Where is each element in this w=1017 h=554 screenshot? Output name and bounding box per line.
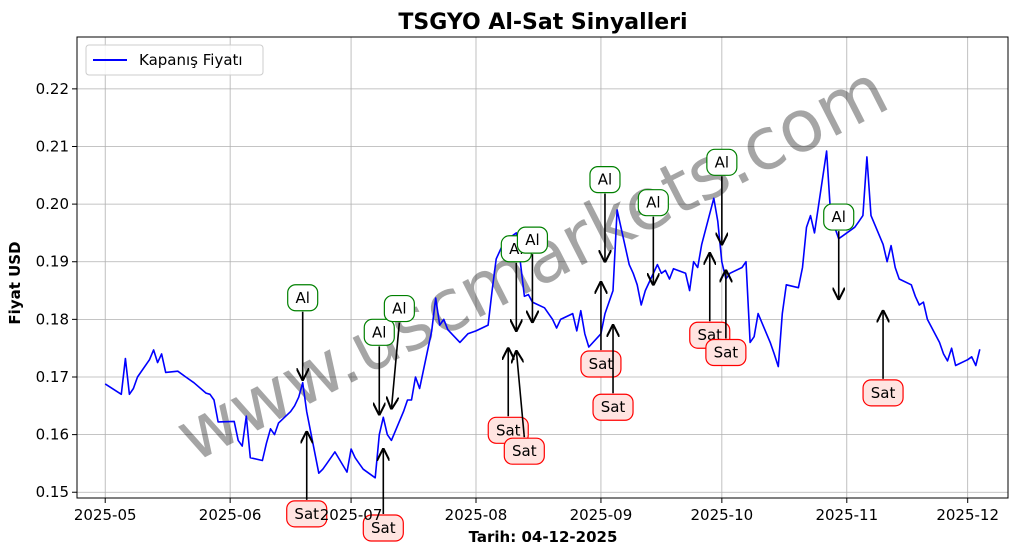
signal-box — [363, 318, 395, 346]
signal-box — [286, 500, 328, 528]
sell-signal: Sat — [592, 324, 634, 421]
sell-signal: Sat — [362, 448, 404, 542]
buy-signal: Al — [823, 203, 855, 301]
signal-label: Al — [392, 300, 406, 318]
buy-signal: Al — [589, 166, 621, 263]
sell-signal: Sat — [487, 347, 529, 444]
buy-signal: Al — [516, 226, 549, 324]
y-tick-label: 0.15 — [36, 483, 69, 501]
signal-box — [503, 437, 545, 465]
sell-signal: Sat — [705, 269, 747, 367]
y-tick-label: 0.16 — [36, 426, 69, 444]
signal-label: Sat — [294, 505, 319, 523]
y-axis: 0.15 0.16 0.17 0.18 0.19 0.20 0.21 0.22 — [36, 80, 77, 501]
signal-box — [383, 294, 415, 323]
buy-signal: Al — [363, 318, 395, 416]
signal-label: Al — [646, 194, 660, 212]
buy-signal: Al — [383, 294, 415, 410]
legend: Kapanış Fiyatı — [85, 44, 264, 76]
signal-arrow — [516, 350, 526, 438]
sell-signal: Sat — [580, 281, 622, 378]
x-tick-label: 2025-06 — [199, 506, 262, 524]
signal-label: Al — [832, 208, 846, 226]
signal-label: Sat — [512, 442, 537, 460]
signal-label: Al — [598, 171, 612, 189]
signal-arrow — [391, 322, 401, 410]
x-axis-label: Tarih: 04-12-2025 — [469, 528, 618, 546]
signal-annotations: Al Sat Al Sat Al Al Sat Sat Al Sat Al Sat Al Sat Al Sat… — [286, 148, 904, 542]
legend-label: Kapanış Fiyatı — [139, 51, 243, 69]
x-axis: 2025-05 2025-06 2025-07 2025-08 2025-09 2025-… — [74, 498, 999, 524]
signal-box — [287, 284, 319, 312]
buy-signal: Al — [287, 284, 319, 381]
signal-box — [362, 514, 404, 542]
sell-signal: Sat — [503, 350, 545, 465]
x-tick-label: 2025-07 — [320, 506, 383, 524]
signal-box — [706, 148, 738, 176]
legend-box — [85, 44, 264, 76]
buy-signal: Al — [706, 148, 738, 246]
x-tick-label: 2025-11 — [815, 506, 878, 524]
grid — [77, 37, 1008, 498]
signal-label: Sat — [714, 344, 739, 362]
y-tick-label: 0.20 — [36, 195, 69, 213]
plot-area — [76, 36, 1009, 499]
price-series — [104, 150, 981, 479]
signal-box — [823, 203, 855, 231]
x-tick-label: 2025-10 — [691, 506, 754, 524]
signal-label: Sat — [601, 398, 626, 416]
signal-box — [592, 393, 634, 421]
price-line — [104, 150, 981, 479]
y-tick-label: 0.22 — [36, 80, 69, 98]
signal-box — [589, 166, 621, 194]
x-tick-label: 2025-09 — [570, 506, 633, 524]
signal-box — [862, 379, 904, 407]
y-tick-label: 0.18 — [36, 310, 69, 328]
signal-box — [580, 350, 622, 378]
signal-box — [705, 338, 747, 367]
signal-label: Sat — [496, 421, 521, 439]
signal-label: Al — [372, 323, 386, 341]
signal-label: Al — [525, 231, 539, 249]
y-tick-label: 0.21 — [36, 137, 69, 155]
sell-signal: Sat — [862, 309, 904, 407]
signal-box — [637, 189, 669, 217]
x-tick-label: 2025-12 — [936, 506, 999, 524]
y-axis-label: Fiyat USD — [6, 241, 24, 324]
signal-box — [516, 226, 549, 254]
sell-signal: Sat — [286, 430, 328, 528]
y-tick-label: 0.17 — [36, 368, 69, 386]
y-tick-label: 0.19 — [36, 253, 69, 271]
signal-label: Sat — [371, 519, 396, 537]
signal-label: Al — [295, 289, 309, 307]
signal-label: Sat — [589, 355, 614, 373]
signal-label: Sat — [871, 384, 896, 402]
x-tick-label: 2025-08 — [445, 506, 508, 524]
signal-label: Al — [715, 153, 729, 171]
chart-title: TSGYO Al-Sat Sinyalleri — [398, 10, 687, 35]
buy-signal: Al — [637, 189, 669, 286]
x-tick-label: 2025-05 — [74, 506, 137, 524]
